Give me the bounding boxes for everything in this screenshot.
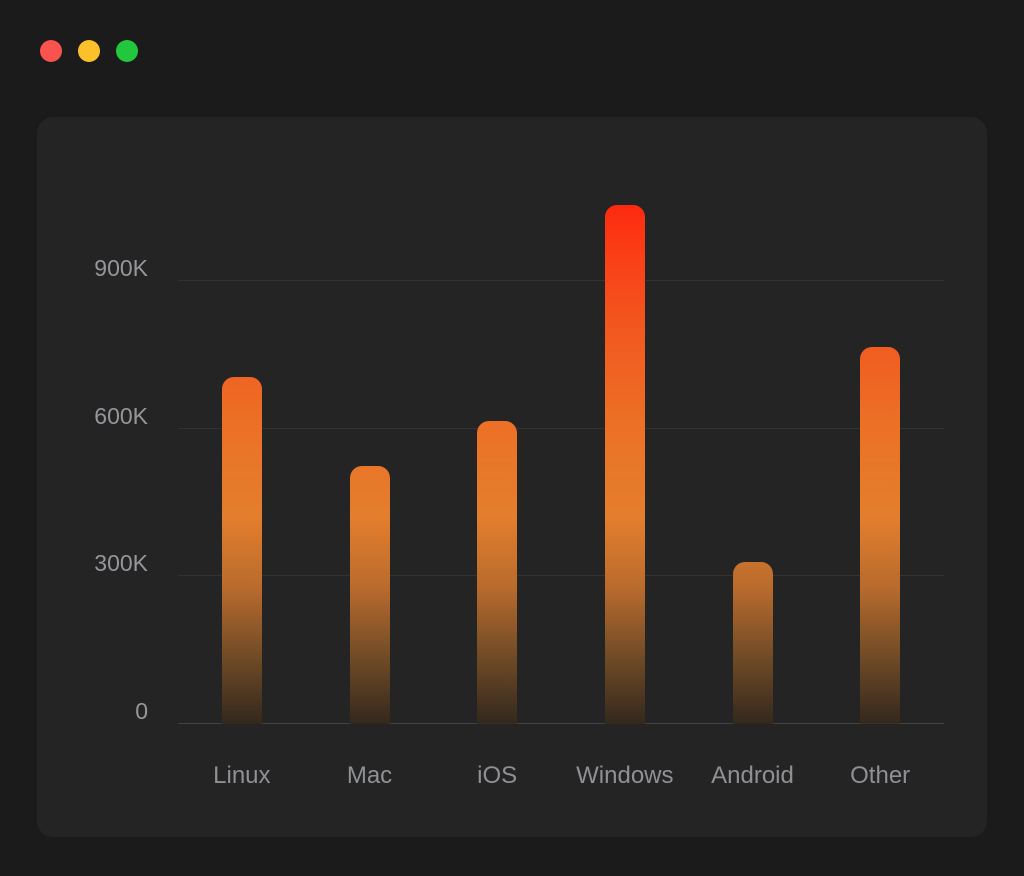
bar-chart: 900K 600K 300K 0 Linux Mac iOS Windows Android Ot… <box>94 177 944 789</box>
close-button[interactable] <box>40 40 62 62</box>
x-axis-label: Mac <box>346 762 393 789</box>
gridline <box>178 575 944 577</box>
x-axis-label: Linux <box>213 762 271 789</box>
x-axis-label: iOS <box>477 762 518 789</box>
y-axis-tick-label: 600K <box>94 402 148 429</box>
x-axis-label: Other <box>850 762 911 789</box>
minimize-button[interactable] <box>78 40 100 62</box>
bar-mac <box>349 465 390 724</box>
gridline <box>178 279 944 281</box>
zoom-button[interactable] <box>116 40 138 62</box>
bar-ios <box>477 421 518 724</box>
x-axis-label: Windows <box>576 762 674 789</box>
y-axis-tick-label: 0 <box>135 698 148 724</box>
x-axis-label: Android <box>711 762 794 789</box>
bar-other <box>860 347 901 724</box>
x-axis-line <box>178 723 944 724</box>
bar-android <box>732 561 773 724</box>
gridline <box>178 427 944 429</box>
bar-windows <box>604 204 645 724</box>
window-titlebar <box>40 40 138 62</box>
y-axis-tick-label: 900K <box>94 254 148 281</box>
chart-card: 900K 600K 300K 0 Linux Mac iOS Windows Android Ot… <box>37 117 987 837</box>
y-axis-tick-label: 300K <box>94 550 148 577</box>
bar-linux <box>221 376 262 724</box>
